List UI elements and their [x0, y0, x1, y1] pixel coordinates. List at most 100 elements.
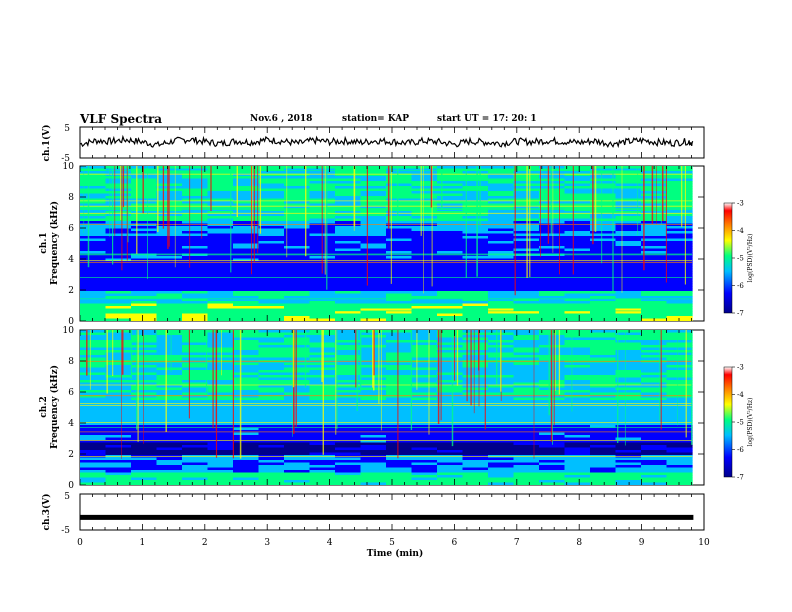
spectrogram-cell: [360, 188, 387, 192]
spectrogram-cell: [641, 268, 668, 272]
spectrogram-cell: [666, 311, 693, 315]
spectrogram-cell: [641, 415, 668, 419]
spectrogram-cell: [105, 450, 132, 454]
spectrogram-cell: [80, 392, 107, 396]
spectrogram-cell: [411, 208, 438, 212]
spectrogram-cell: [615, 335, 642, 339]
spectrogram-cell: [590, 176, 617, 180]
spectrogram-cell: [233, 365, 260, 369]
spectrogram-cell: [564, 221, 591, 225]
spectrogram-cell: [233, 352, 260, 356]
spectrogram-cell: [233, 281, 260, 285]
spectrogram-cell: [284, 425, 311, 429]
spectrogram-cell: [666, 470, 693, 474]
spectrogram-cell: [590, 281, 617, 285]
spectrogram-cell: [386, 477, 413, 481]
spectrogram-cell: [105, 168, 132, 172]
spectrogram-cell: [641, 465, 668, 469]
x-tick-label: 0: [77, 538, 83, 548]
spectrogram-cell: [462, 447, 489, 451]
spectrogram-cell: [488, 178, 515, 182]
spectrogram-cell: [284, 452, 311, 456]
spectrogram-cell: [207, 263, 234, 267]
spectrogram-cell: [80, 256, 107, 260]
spectrogram-cell: [105, 462, 132, 466]
spectrogram-cell: [105, 385, 132, 389]
spectrogram-cell: [666, 412, 693, 416]
spectrogram-cell: [182, 365, 209, 369]
spectrogram-cell: [539, 183, 566, 187]
spectrogram-cell: [666, 196, 693, 200]
spectrogram-cell: [641, 298, 668, 302]
spectrogram-cell: [488, 422, 515, 426]
spectrogram-cell: [105, 281, 132, 285]
spectrogram-cell: [488, 308, 515, 312]
spectrogram-cell: [258, 246, 285, 250]
spectrogram-cell: [488, 176, 515, 180]
spectrogram-cell: [80, 293, 107, 297]
spectrogram-cell: [284, 191, 311, 195]
spectrogram-cell: [233, 345, 260, 349]
spectrogram-cell: [488, 442, 515, 446]
spectrogram-cell: [207, 465, 234, 469]
spectrogram-cell: [207, 385, 234, 389]
spectrogram-cell: [437, 193, 464, 197]
spectrogram-cell: [539, 472, 566, 476]
spectrogram-cell: [539, 218, 566, 222]
spectrogram-cell: [590, 470, 617, 474]
spectrogram-cell: [564, 263, 591, 267]
spectrogram-cell: [335, 171, 362, 175]
spectrogram-cell: [360, 460, 387, 464]
spectrogram-cell: [80, 298, 107, 302]
spectrogram-cell: [411, 246, 438, 250]
spectrogram-cell: [590, 196, 617, 200]
spectrogram-cell: [615, 392, 642, 396]
spectrogram-cell: [615, 425, 642, 429]
spectrogram-cell: [284, 211, 311, 215]
spectrogram-cell: [386, 387, 413, 391]
spectrogram-cell: [258, 460, 285, 464]
spectrogram-cell: [386, 377, 413, 381]
spectrogram-cell: [462, 385, 489, 389]
spectrogram-cell: [641, 445, 668, 449]
spectrogram-cell: [539, 231, 566, 235]
spectrogram-cell: [564, 417, 591, 421]
spectrogram-cell: [437, 181, 464, 185]
spectrogram-cell: [437, 251, 464, 255]
spectrogram-cell: [156, 415, 183, 419]
spectrogram-cell: [182, 440, 209, 444]
spectrogram-cell: [105, 211, 132, 215]
spectrogram-cell: [258, 367, 285, 371]
spectrogram-cell: [488, 188, 515, 192]
spectrogram-cell: [462, 445, 489, 449]
spectrogram-cell: [182, 385, 209, 389]
spectrogram-cell: [207, 303, 234, 307]
spectrogram-cell: [462, 382, 489, 386]
spectrogram-cell: [590, 447, 617, 451]
spectrogram-cell: [258, 216, 285, 220]
spectrogram-cell: [564, 228, 591, 232]
spectrogram-cell: [564, 256, 591, 260]
spectrogram-cell: [207, 445, 234, 449]
spectrogram-cell: [615, 228, 642, 232]
spectrogram-cell: [131, 460, 158, 464]
spectrogram-cell: [564, 298, 591, 302]
spectrogram-cell: [564, 397, 591, 401]
spectrogram-cell: [233, 362, 260, 366]
spectrogram-cell: [590, 370, 617, 374]
spectrogram-cell: [513, 440, 540, 444]
spectrogram-cell: [641, 417, 668, 421]
spectrogram-cell: [360, 390, 387, 394]
spectrogram-cell: [233, 203, 260, 207]
spectrogram-cell: [207, 372, 234, 376]
spectrogram-cell: [284, 311, 311, 315]
spectrogram-cell: [207, 377, 234, 381]
spectrogram-cell: [156, 460, 183, 464]
spectrogram-cell: [309, 382, 336, 386]
spectrogram-cell: [105, 337, 132, 341]
spectrogram-cell: [335, 216, 362, 220]
spectrogram-cell: [182, 221, 209, 225]
spectrogram-cell: [284, 168, 311, 172]
spectrogram-cell: [131, 452, 158, 456]
spectrogram-cell: [360, 422, 387, 426]
